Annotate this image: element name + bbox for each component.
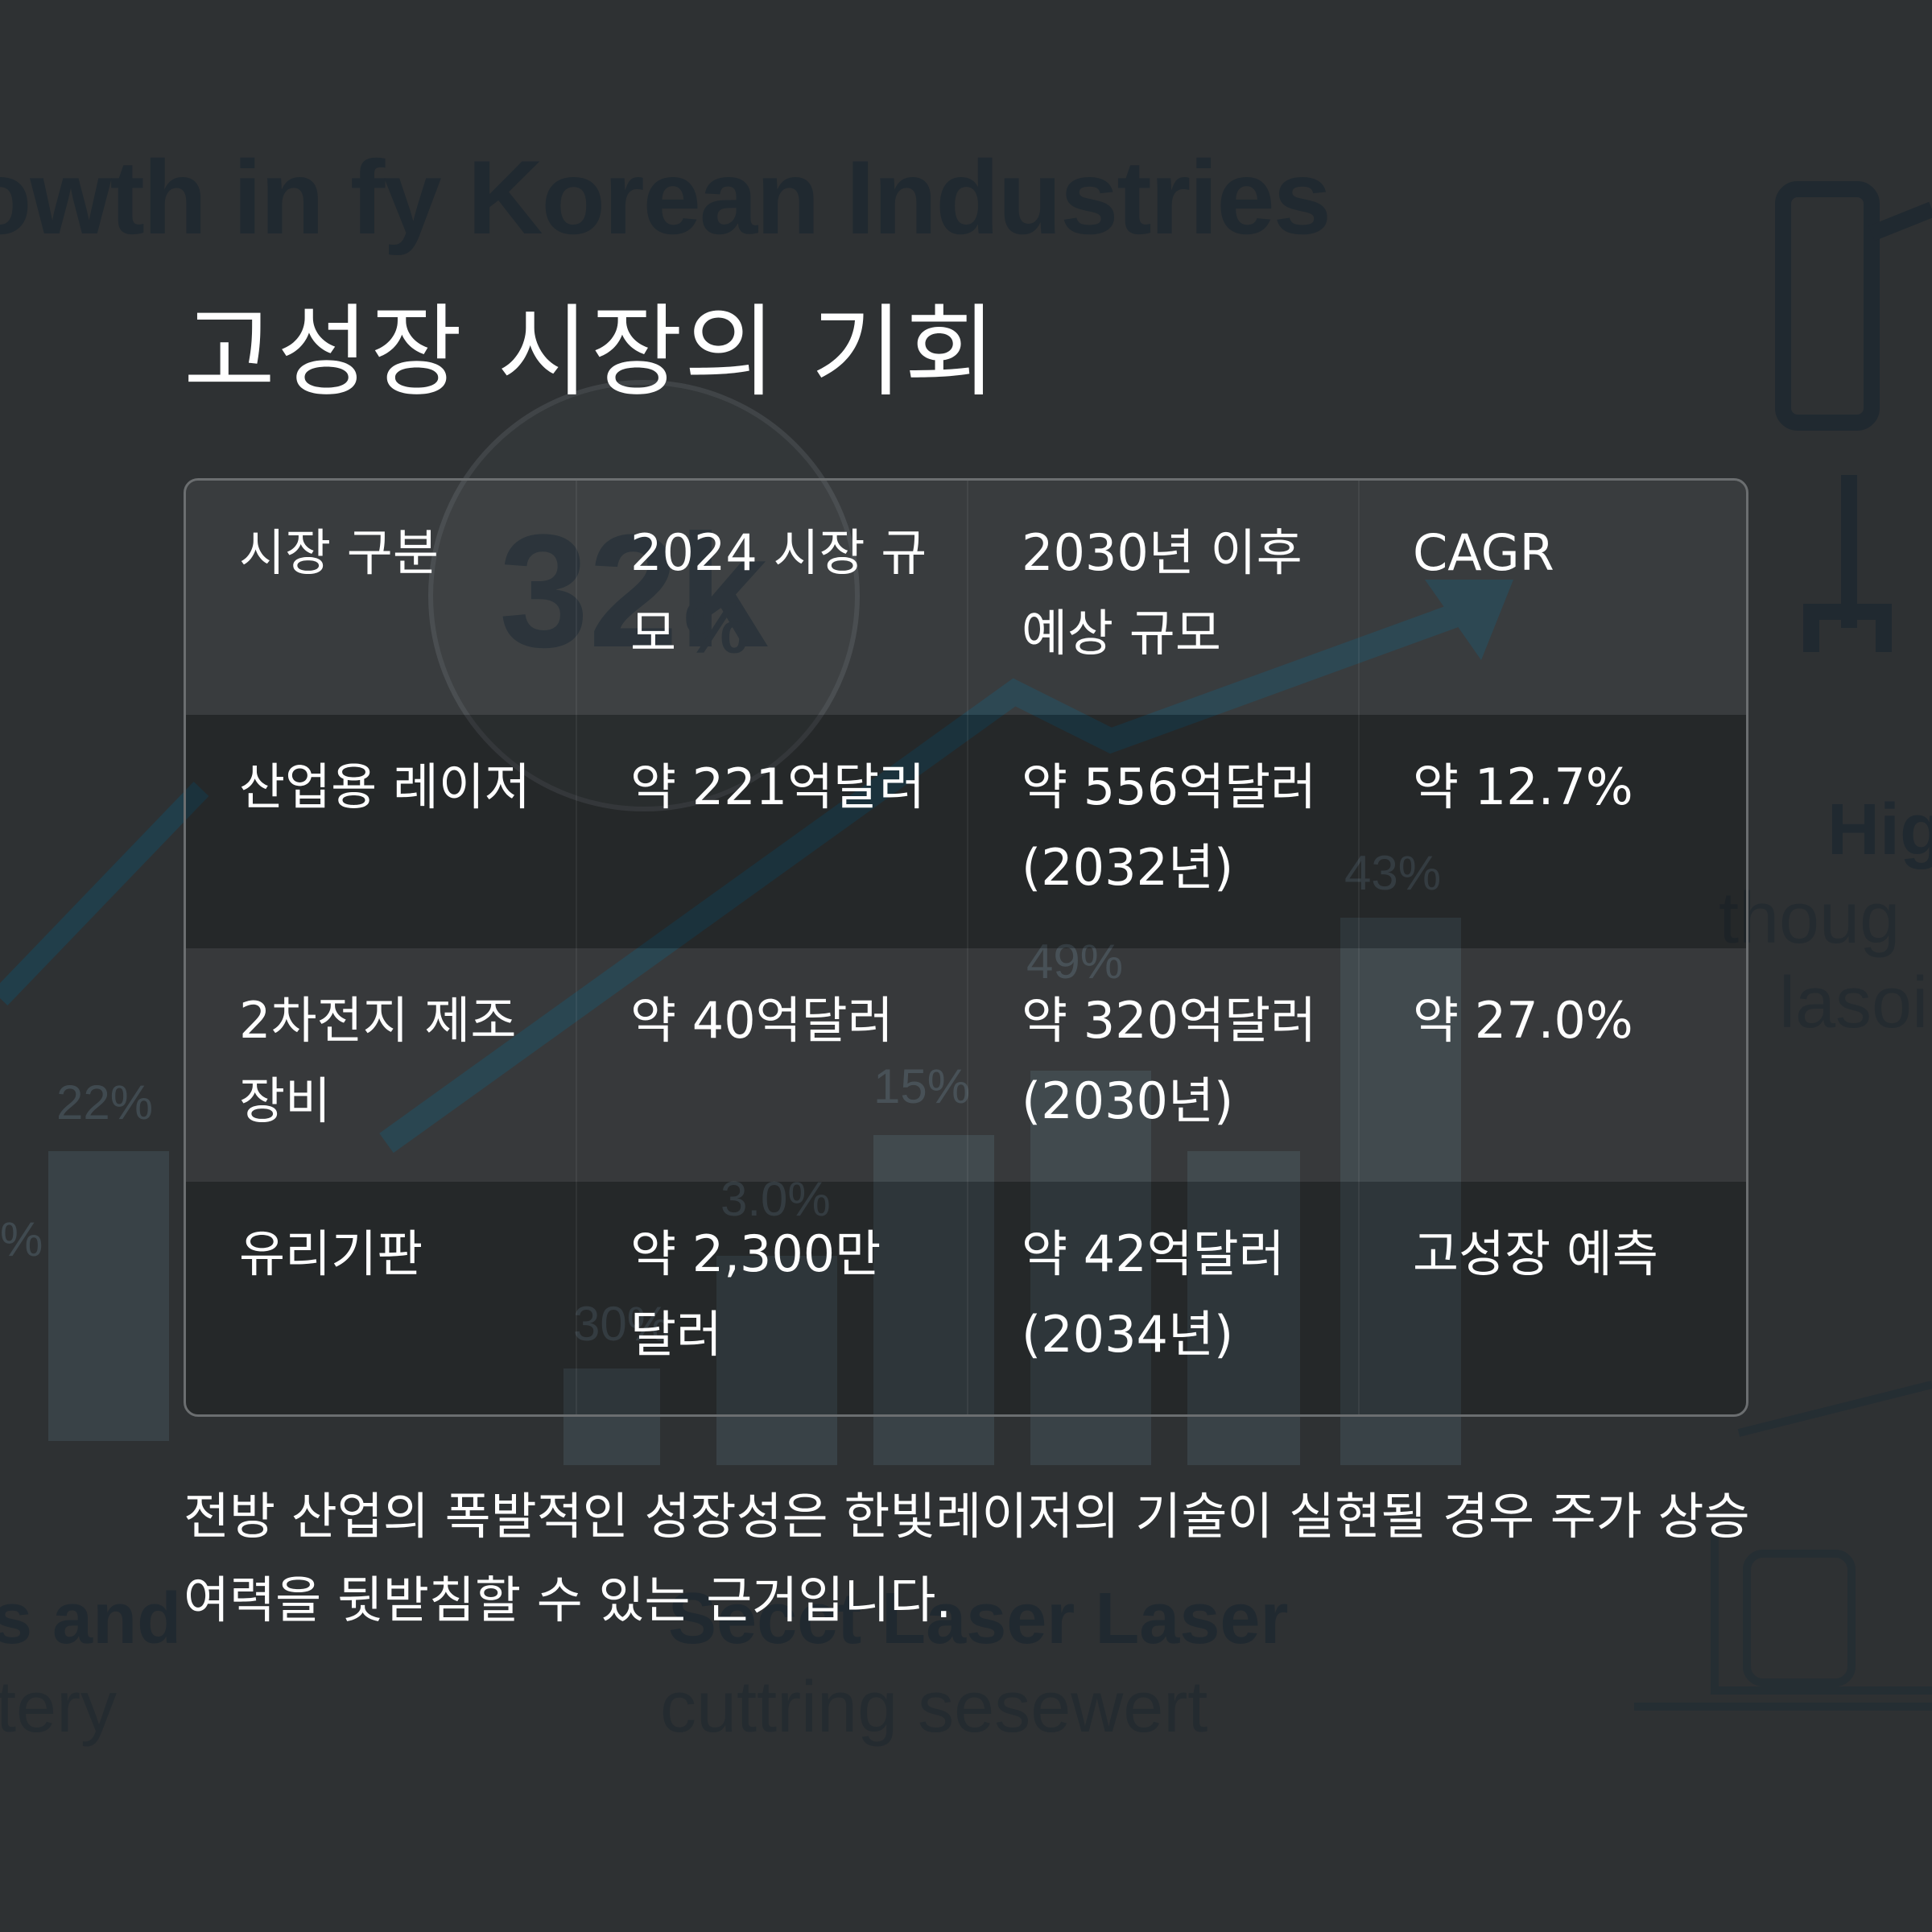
table-row: 산업용 레이저 약 221억달러 약 556억달러 (2032년) 약 12.7… — [186, 715, 1746, 948]
table-cell: 약 320억달러 (2030년) — [968, 948, 1360, 1182]
bg-caption-left-sub: ttery — [0, 1667, 118, 1748]
bg-caption-left: s and — [0, 1579, 182, 1659]
bg-growth-arrow-left — [0, 781, 209, 1006]
table-cell: 산업용 레이저 — [186, 715, 577, 948]
table-header-row: 시장 구분 2024 시장 규모 2030년 이후 예상 규모 CAGR — [186, 481, 1746, 715]
bg-pct-label: % — [0, 1212, 43, 1266]
table-row: 2차전지 제조장비 약 40억달러 약 320억달러 (2030년) 약 27.… — [186, 948, 1746, 1182]
page-title: 고성장 시장의 기회 — [184, 295, 998, 411]
table-cell: 약 12.7% — [1413, 758, 1633, 816]
column-header: 2024 시장 규모 — [576, 481, 968, 715]
bg-caption-mid-sub: cuttring sesewert — [660, 1667, 1208, 1748]
table-row: 유리기판 약 2,300만 달러 약 42억달러 (2034년) 고성장 예측 — [186, 1182, 1746, 1414]
bg-pct-label: 22% — [56, 1075, 154, 1129]
bg-bar — [48, 1151, 169, 1441]
bg-caption-right: Hig — [1827, 790, 1932, 870]
table-cell: 약 556억달러 (2032년) — [968, 715, 1360, 948]
market-table: 시장 구분 2024 시장 규모 2030년 이후 예상 규모 CAGR 산업용… — [184, 478, 1748, 1417]
table-cell: 약 40억달러 — [576, 948, 968, 1182]
column-header: 2030년 이후 예상 규모 — [968, 481, 1360, 715]
bg-caption-right-sub: lasoi — [1779, 963, 1929, 1043]
column-header: 시장 구분 — [186, 481, 577, 715]
bg-robot-arm — [1775, 181, 1932, 652]
column-header: CAGR — [1413, 523, 1554, 582]
bg-headline: owth in fy Korean Industries — [0, 138, 1331, 256]
table-cell: 약 42억달러 (2034년) — [968, 1182, 1360, 1414]
table-cell: 약 221억달러 — [576, 715, 968, 948]
table-cell: 2차전지 제조장비 — [186, 948, 577, 1182]
summary-text: 전방 산업의 폭발적인 성장성은 한빛레이저의 기술이 실현될 경우 주가 상승… — [184, 1487, 1750, 1629]
table-cell: 약 27.0% — [1413, 991, 1633, 1050]
table-cell: 유리기판 — [186, 1182, 577, 1414]
table-cell: 고성장 예측 — [1413, 1224, 1658, 1283]
table-cell: 약 2,300만 달러 — [576, 1182, 968, 1414]
